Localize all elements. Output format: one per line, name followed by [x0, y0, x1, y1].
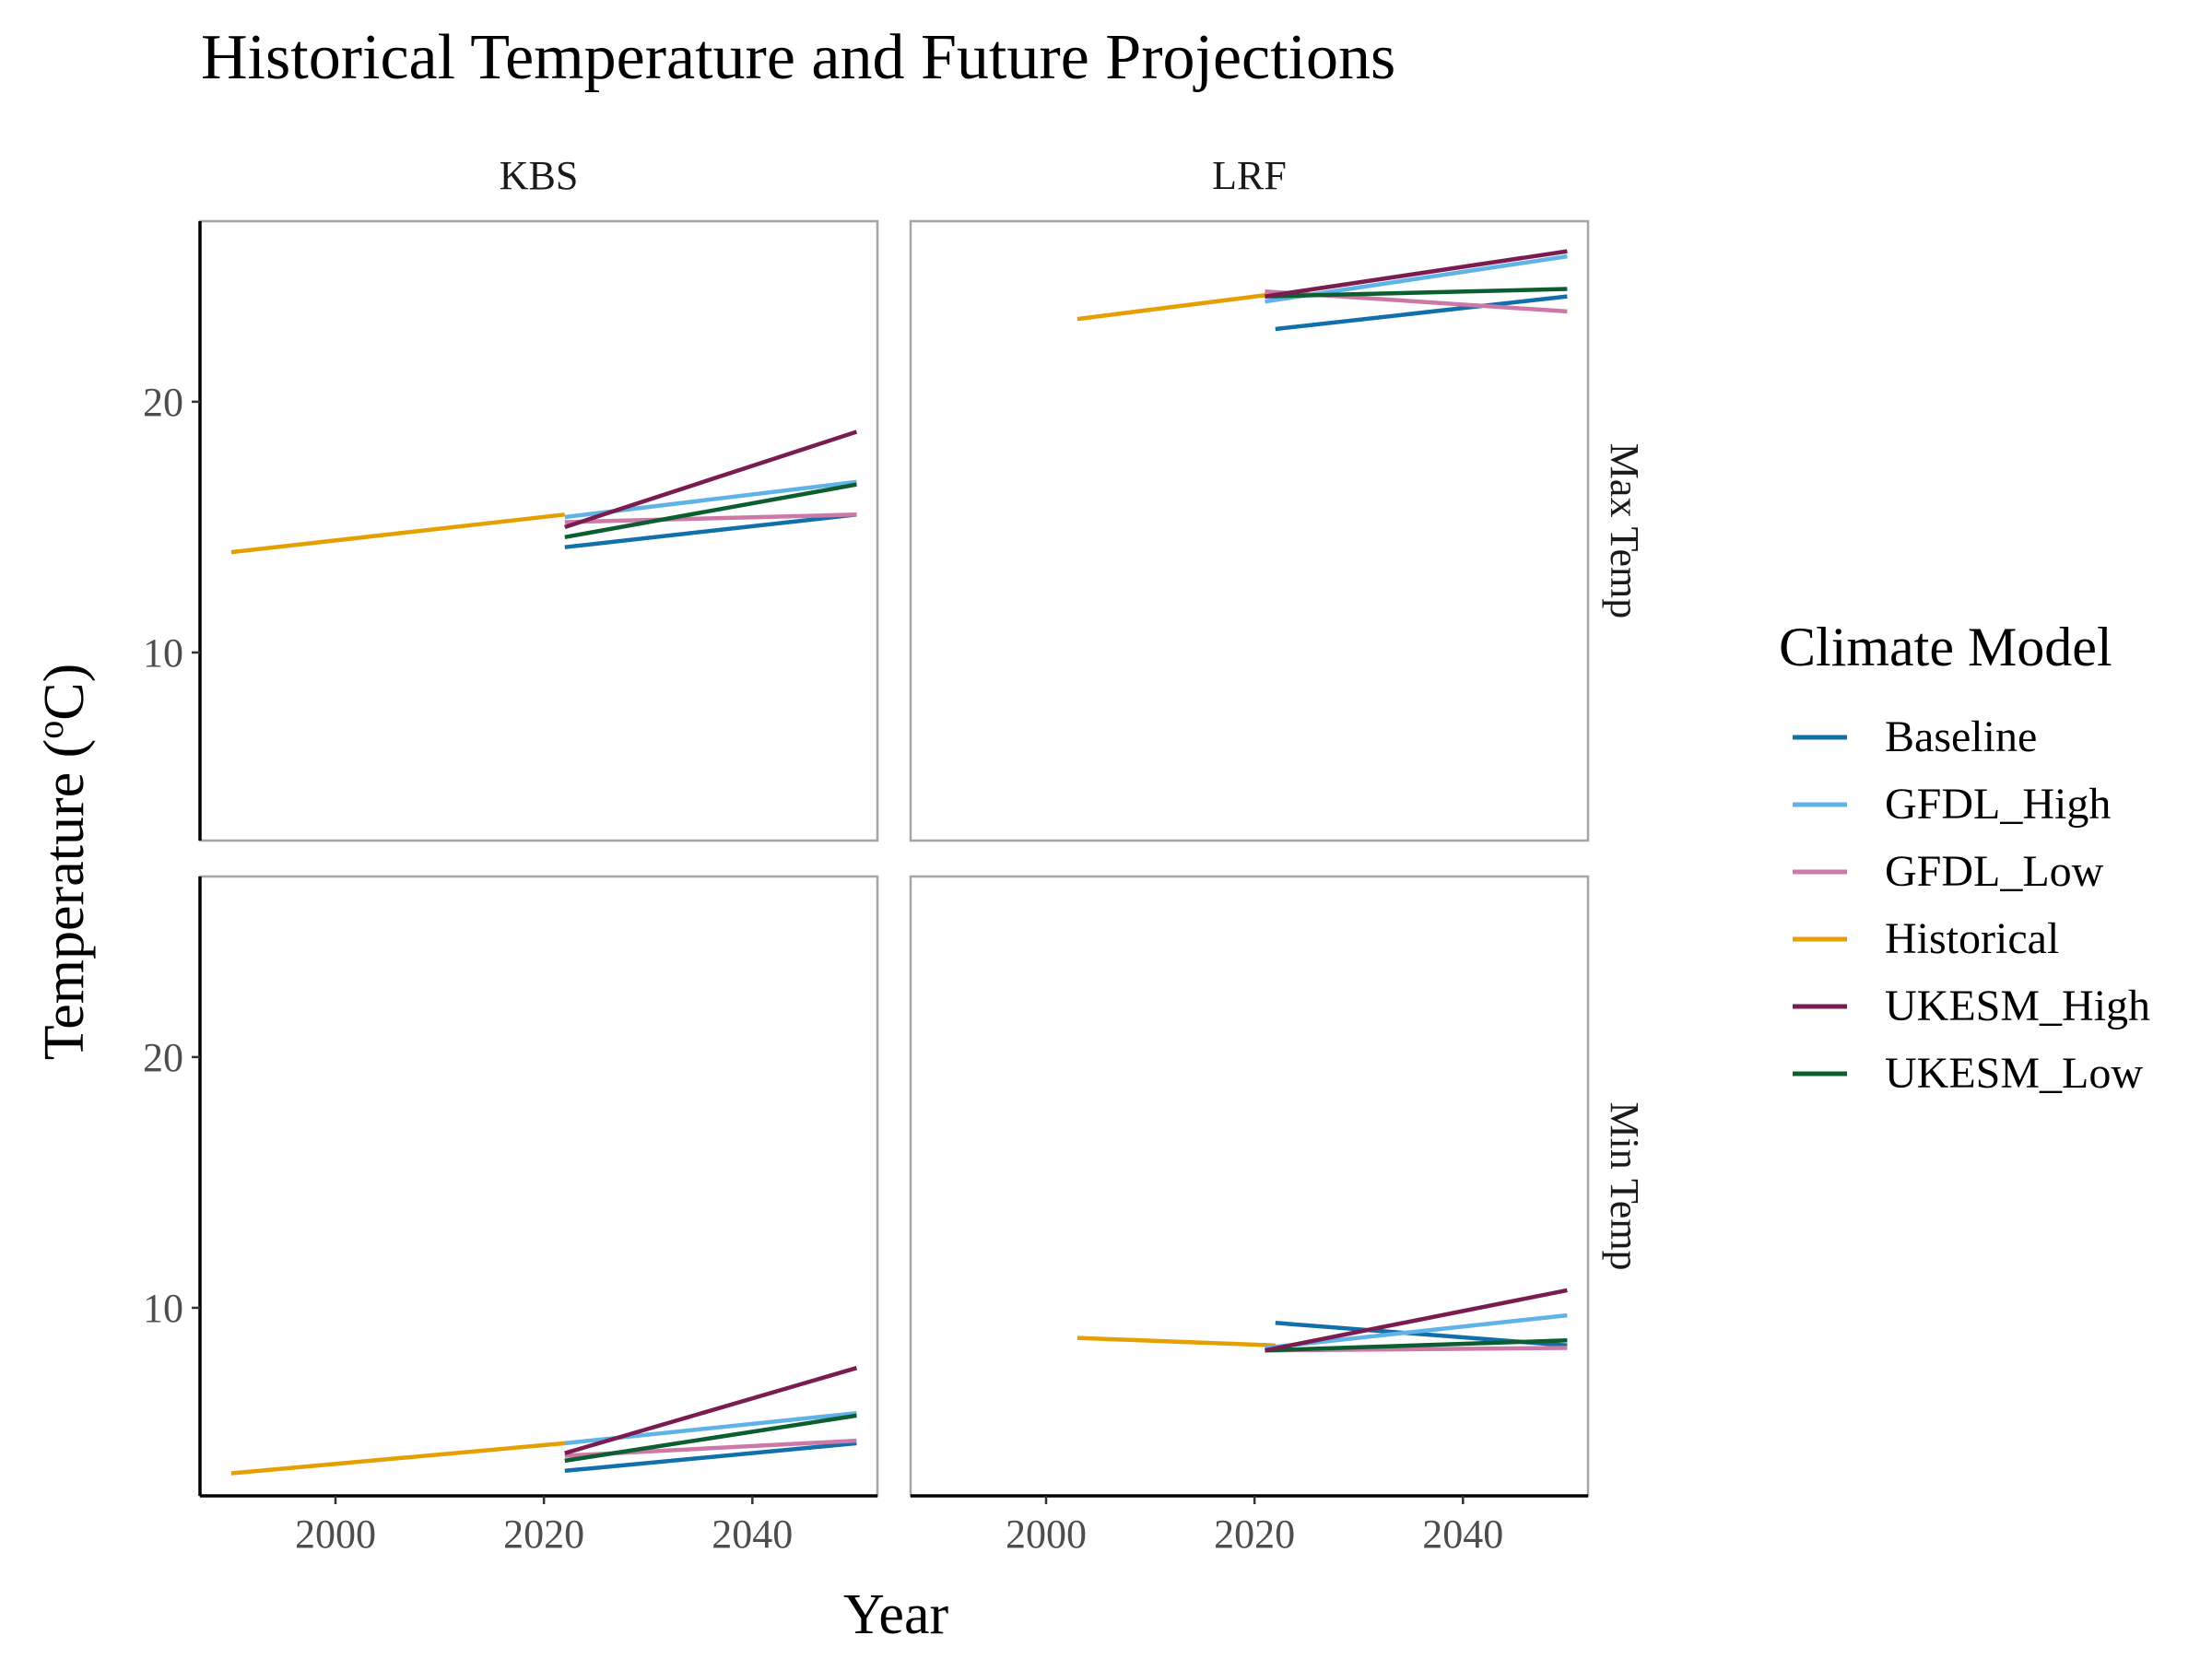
legend-item-gfdl-high: GFDL_High: [1793, 780, 2111, 829]
panel-kbs-max-temp: [198, 219, 879, 842]
legend-label: Historical: [1885, 914, 2059, 963]
legend-label: UKESM_High: [1885, 982, 2150, 1030]
facet-panels: [198, 219, 1590, 1498]
facet-row-label: Min Temp: [1602, 1101, 1647, 1270]
legend-item-baseline: Baseline: [1793, 712, 2037, 761]
series-line-ukesm-high: [1265, 249, 1568, 299]
series-line-ukesm-high: [1265, 1288, 1568, 1353]
series-line-baseline: [564, 512, 857, 549]
series-line-ukesm-low: [1265, 1338, 1568, 1353]
panel-border: [909, 219, 1590, 842]
chart-title: Historical Temperature and Future Projec…: [201, 22, 1395, 93]
x-tick-label: 2020: [503, 1512, 584, 1557]
legend-label: GFDL_High: [1885, 780, 2111, 829]
x-tick-label: 2040: [712, 1512, 793, 1557]
y-axis-title: Temperature (oC): [29, 664, 96, 1061]
legend-label: UKESM_Low: [1885, 1049, 2143, 1098]
legend-title: Climate Model: [1779, 617, 2112, 677]
legend-item-ukesm-low: UKESM_Low: [1793, 1049, 2143, 1098]
y-tick-label: 10: [143, 630, 183, 676]
y-tick-label: 20: [143, 380, 183, 425]
series-line-historical: [1077, 1335, 1276, 1348]
x-tick-label: 2000: [1006, 1512, 1087, 1557]
x-tick-label: 2040: [1422, 1512, 1503, 1557]
x-tick-label: 2000: [295, 1512, 376, 1557]
y-axis-title-unit: C): [33, 664, 96, 721]
series-line-ukesm-low: [564, 482, 857, 540]
legend-item-ukesm-high: UKESM_High: [1793, 982, 2150, 1030]
series-line-gfdl-low: [564, 512, 857, 524]
series-line-baseline: [1275, 294, 1568, 332]
x-axis-title: Year: [843, 1583, 949, 1646]
series-line-baseline: [564, 1441, 857, 1474]
legend-item-gfdl-low: GFDL_Low: [1793, 847, 2104, 896]
legend-label: GFDL_Low: [1885, 847, 2104, 896]
legend-label: Baseline: [1885, 712, 2037, 761]
series-line-historical: [230, 1441, 566, 1476]
panel-lrf-max-temp: [909, 219, 1590, 842]
series-line-historical: [1077, 291, 1277, 322]
series-line-ukesm-low: [564, 1413, 857, 1464]
y-axis-title-text: Temperature (: [33, 739, 96, 1061]
facet-row-label: Max Temp: [1602, 443, 1647, 618]
legend-item-historical: Historical: [1793, 914, 2059, 963]
y-tick-label: 10: [143, 1286, 183, 1331]
legend: Climate Model Baseline GFDL_High GFDL_Low H…: [1779, 617, 2150, 1098]
facet-column-label: LRF: [1212, 153, 1287, 198]
facet-column-label: KBS: [500, 153, 579, 198]
series-line-ukesm-high: [564, 429, 858, 530]
facet-strips: KBS LRF Max Temp Min Temp: [500, 153, 1647, 1271]
x-tick-label: 2020: [1214, 1512, 1295, 1557]
series-line-historical: [230, 512, 566, 555]
axes: 10 20 10 20 2000 2020 2040 2000 2020 2040: [143, 221, 1588, 1557]
series-line-ukesm-low: [1265, 287, 1568, 299]
y-axis-title-degree: o: [29, 721, 71, 739]
y-tick-label: 20: [143, 1035, 183, 1080]
panel-kbs-min-temp: [198, 875, 879, 1498]
series-line-ukesm-high: [564, 1366, 858, 1455]
